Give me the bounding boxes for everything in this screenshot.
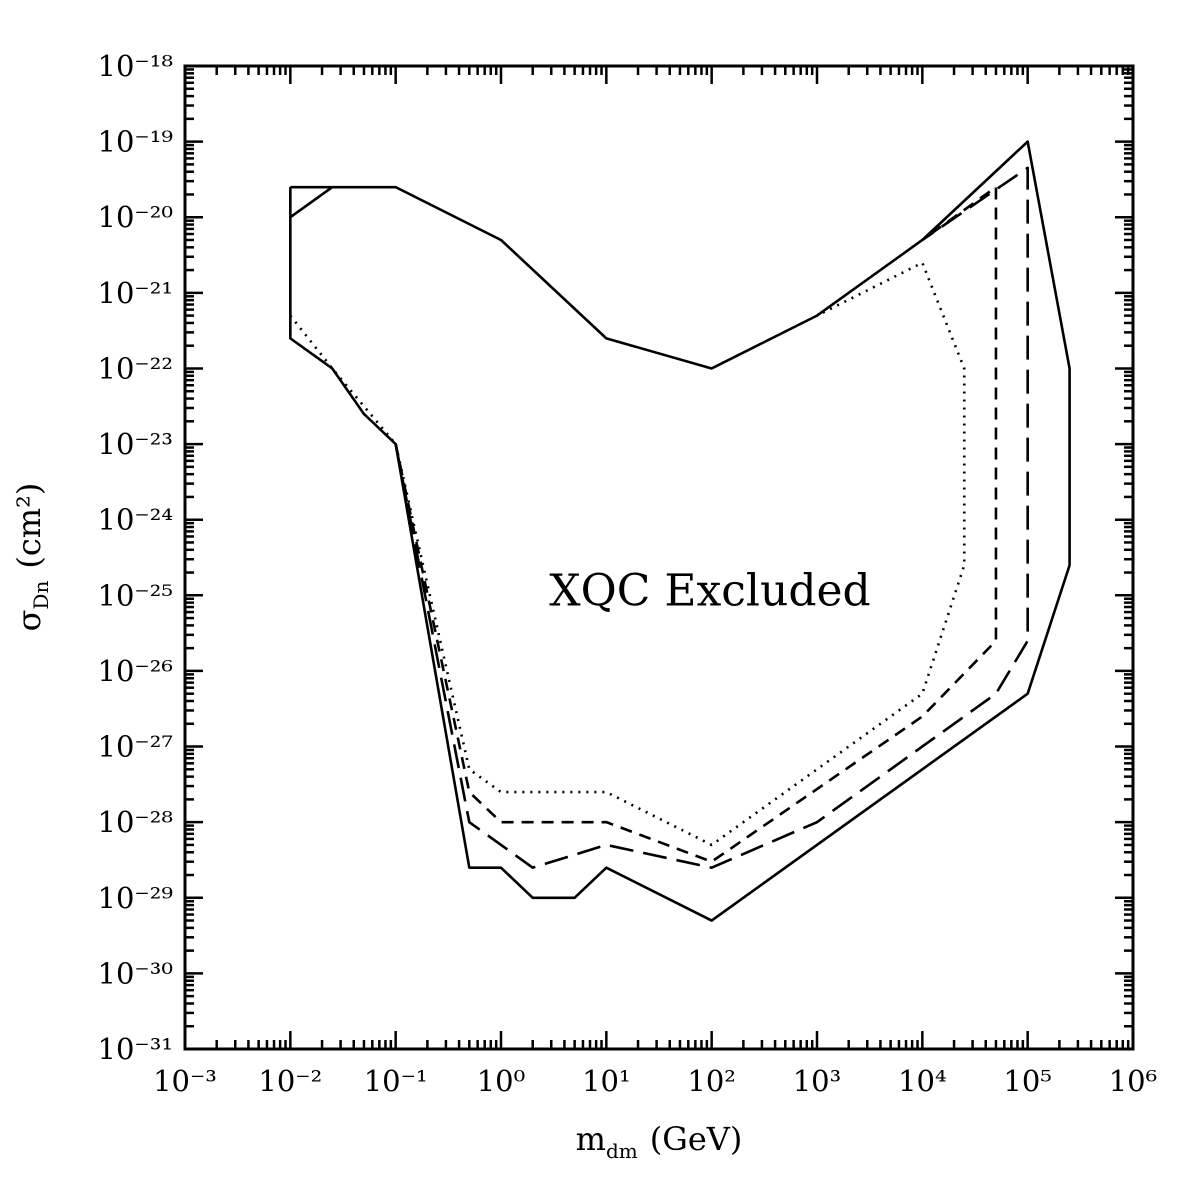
x-axis-label: mdm (GeV)	[576, 1120, 743, 1163]
x-label-unit: (GeV)	[650, 1120, 743, 1158]
y-axis-label: σDn (cm²)	[10, 483, 53, 632]
x-tick-label: 10⁵	[1003, 1064, 1052, 1098]
x-tick-label: 10⁴	[898, 1064, 947, 1098]
y-tick-label: 10⁻²⁴	[98, 503, 173, 537]
y-tick-label: 10⁻³⁰	[98, 956, 173, 990]
x-tick-label: 10³	[793, 1064, 842, 1098]
data-line	[394, 185, 998, 863]
y-label-unit: (cm²)	[10, 483, 48, 569]
y-label-sub: Dn	[29, 581, 53, 610]
y-tick-label: 10⁻¹⁸	[98, 49, 173, 83]
x-tick-label: 10⁻²	[258, 1064, 322, 1098]
y-tick-label: 10⁻²⁹	[98, 881, 173, 915]
x-label-main: m	[576, 1120, 606, 1158]
plot-frame	[183, 64, 1135, 1051]
y-label-main: σ	[10, 610, 48, 632]
data-line	[289, 186, 334, 219]
y-tick-label: 10⁻²⁷	[98, 730, 173, 764]
y-tick-label: 10⁻²¹	[98, 276, 173, 310]
annotation: XQC Excluded	[549, 566, 870, 617]
y-tick-label: 10⁻²⁸	[98, 805, 173, 839]
x-tick-label: 10²	[687, 1064, 736, 1098]
y-tick-label: 10⁻²⁵	[98, 578, 173, 612]
x-tick-label: 10¹	[582, 1064, 631, 1098]
y-tick-label: 10⁻³¹	[98, 1032, 173, 1066]
y-tick-label: 10⁻²⁰	[98, 200, 173, 234]
x-tick-label: 10⁶	[1109, 1064, 1158, 1098]
y-tick-label: 10⁻²²	[98, 351, 173, 385]
x-tick-label: 10⁻¹	[364, 1064, 428, 1098]
y-tick-label: 10⁻²³	[98, 427, 173, 461]
data-line	[394, 166, 1029, 869]
y-tick-label: 10⁻¹⁹	[98, 125, 173, 159]
x-tick-label: 10⁰	[477, 1064, 526, 1098]
data-line	[289, 140, 1071, 922]
x-tick-label: 10⁻³	[153, 1064, 217, 1098]
x-label-sub: dm	[606, 1139, 638, 1163]
y-tick-label: 10⁻²⁶	[98, 654, 173, 688]
